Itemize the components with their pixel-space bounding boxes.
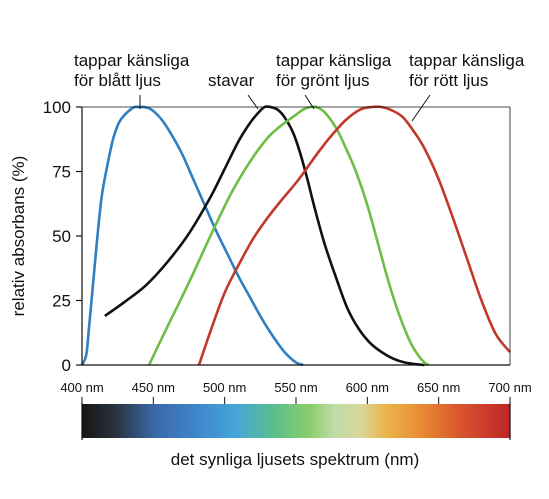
y-tick-label: 100: [43, 98, 71, 117]
x-axis-label: det synliga ljusets spektrum (nm): [171, 450, 419, 469]
x-tick-label: 500 nm: [203, 380, 246, 395]
series-line-2: [147, 105, 430, 367]
series-line-3: [197, 105, 512, 366]
leader-red: [411, 94, 431, 122]
annotation-green-cones: tappar känsliga för grönt ljus: [276, 51, 396, 90]
annotation-red-cones: tappar känsliga för rött ljus: [409, 51, 529, 90]
spectrum-bar: [82, 404, 510, 438]
y-tick-label: 0: [62, 356, 71, 375]
annotation-red-line1: tappar känsliga: [409, 51, 525, 70]
x-tick-label: 650 nm: [417, 380, 460, 395]
series-line-1: [104, 105, 425, 367]
annotation-leaders: [139, 94, 431, 122]
y-ticks: 0 25 50 75 100: [43, 98, 82, 375]
series-line-0: [80, 105, 304, 367]
annotation-blue-line2: för blått ljus: [74, 71, 161, 90]
annotation-green-line2: för grönt ljus: [276, 71, 370, 90]
series-layer: [80, 105, 512, 367]
x-tick-label: 450 nm: [132, 380, 175, 395]
annotation-blue-cones: tappar känsliga för blått ljus: [74, 51, 194, 90]
x-ticks: 400 nm 450 nm 500 nm 550 nm 600 nm 650 nm 700 …: [60, 380, 532, 404]
x-tick-label: 400 nm: [60, 380, 103, 395]
x-tick-label: 550 nm: [274, 380, 317, 395]
leader-rods: [247, 94, 259, 110]
y-tick-label: 25: [52, 292, 71, 311]
annotation-rods: stavar: [208, 71, 255, 90]
y-tick-label: 75: [52, 163, 71, 182]
annotation-green-line1: tappar känsliga: [276, 51, 392, 70]
x-tick-label: 600 nm: [346, 380, 389, 395]
y-tick-label: 50: [52, 227, 71, 246]
annotation-red-line2: för rött ljus: [409, 71, 488, 90]
y-axis-label: relativ absorbans (%): [9, 156, 28, 317]
x-tick-label: 700 nm: [488, 380, 531, 395]
leader-green: [304, 94, 315, 110]
annotation-blue-line1: tappar känsliga: [74, 51, 190, 70]
